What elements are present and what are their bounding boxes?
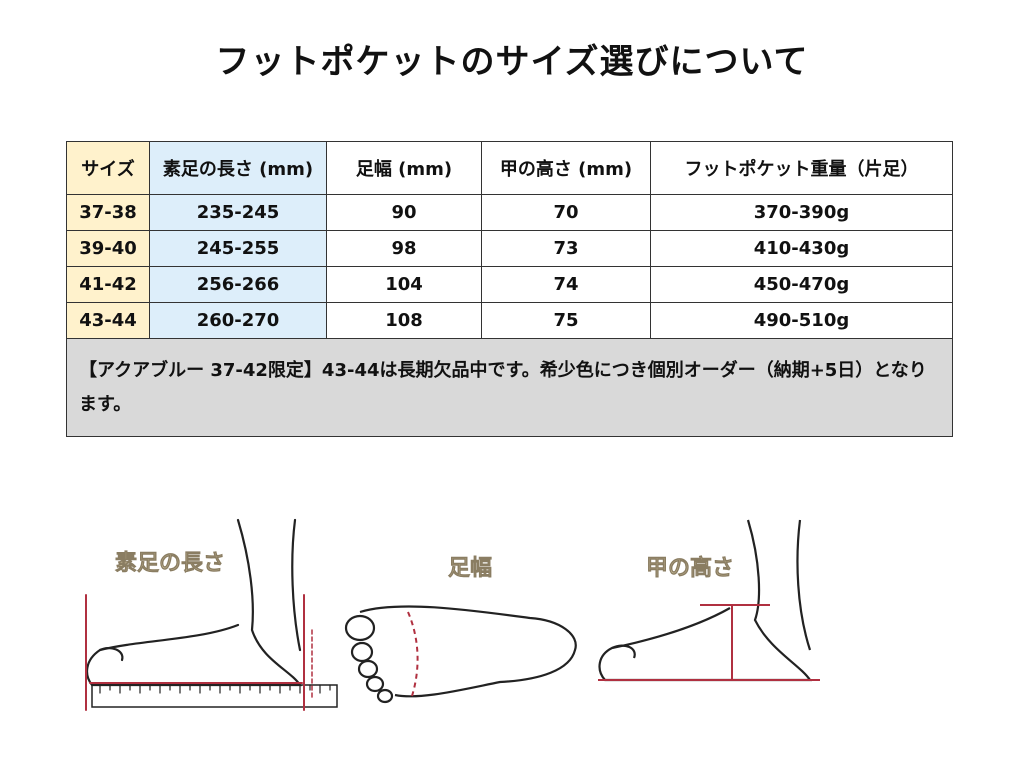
cell: 41-42: [66, 266, 150, 303]
column-header: 足幅 (mm): [326, 141, 482, 195]
foot-width-illustration: [344, 605, 577, 704]
cell: 256-266: [149, 266, 327, 303]
cell: 37-38: [66, 194, 150, 231]
cell: 74: [481, 266, 651, 303]
row: 41-42 256-266 104 74 450-470g: [66, 266, 953, 303]
illustration-label: 甲の高さ: [646, 555, 734, 581]
cell: 43-44: [66, 302, 150, 339]
note-row: 【アクアブルー 37-42限定】43-44は長期欠品中です。希少色につき個別オー…: [66, 338, 953, 437]
illustration-label: 足幅: [448, 556, 492, 581]
cell: 90: [326, 194, 482, 231]
cell: 235-245: [149, 194, 327, 231]
row: 43-44 260-270 108 75 490-510g: [66, 302, 953, 339]
cell: 39-40: [66, 230, 150, 267]
cell: 450-470g: [650, 266, 953, 303]
cell: 370-390g: [650, 194, 953, 231]
foot-length-illustration: [85, 518, 338, 711]
instep-height-illustration: [598, 519, 820, 682]
page-title: フットポケットのサイズ選びについて: [215, 42, 809, 82]
cell: 70: [481, 194, 651, 231]
cell: 490-510g: [650, 302, 953, 339]
illustration-label: 素足の長さ: [115, 550, 225, 576]
column-header: 甲の高さ (mm): [481, 141, 651, 195]
cell: 104: [326, 266, 482, 303]
column-header: フットポケット重量（片足）: [650, 141, 953, 195]
row: 39-40 245-255 98 73 410-430g: [66, 230, 953, 267]
cell: 73: [481, 230, 651, 267]
column-header: サイズ: [66, 141, 150, 195]
cell: 245-255: [149, 230, 327, 267]
illustrations: 素足の長さ 足幅 甲の高さ: [85, 518, 820, 711]
column-header: 素足の長さ (mm): [149, 141, 327, 195]
cell: 98: [326, 230, 482, 267]
note: 【アクアブルー 37-42限定】43-44は長期欠品中です。希少色につき個別オー…: [66, 338, 953, 437]
cell: 108: [326, 302, 482, 339]
row: 37-38 235-245 90 70 370-390g: [66, 194, 953, 231]
cell: 260-270: [149, 302, 327, 339]
size-table: サイズ 素足の長さ (mm) 足幅 (mm) 甲の高さ (mm) フットポケット…: [66, 141, 953, 437]
cell: 410-430g: [650, 230, 953, 267]
header-row: サイズ 素足の長さ (mm) 足幅 (mm) 甲の高さ (mm) フットポケット…: [66, 141, 953, 195]
cell: 75: [481, 302, 651, 339]
